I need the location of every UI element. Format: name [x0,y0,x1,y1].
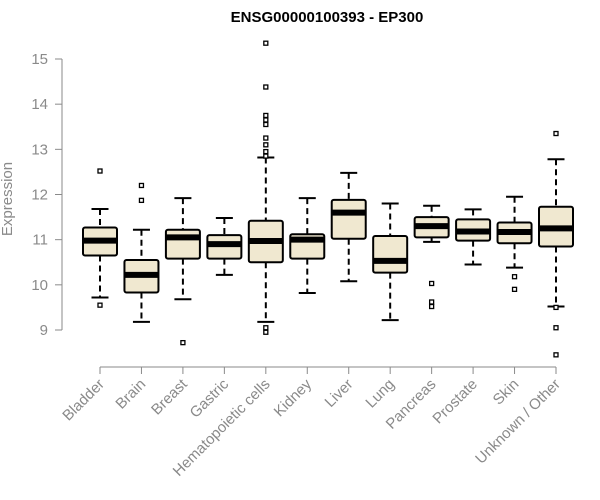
outlier-point [138,182,145,189]
outlier-point [263,117,269,123]
x-tick-label: Prostate [429,376,481,428]
x-tick-label: Brain [112,376,149,413]
y-tick-label: 9 [40,322,48,339]
outlier-point [263,148,269,155]
outlier-point [263,112,269,119]
box-breast [164,197,201,346]
x-tick-label: Breast [148,375,191,418]
outlier-point [263,153,269,159]
box-prostate [455,208,492,266]
outlier-point [553,352,559,358]
outlier-point [138,197,145,204]
box-unknown-other [538,130,574,358]
x-tick-label: Liver [322,376,357,411]
x-tick-label: Lung [362,376,398,412]
box-iqr [164,228,201,260]
outlier-point [97,302,103,308]
y-tick-label: 12 [31,187,48,204]
outlier-point [553,130,559,137]
box-gastric [206,216,243,276]
box-brain [123,182,160,323]
y-tick-label: 11 [32,232,48,249]
x-tick-label: Bladder [59,376,108,425]
plot-area [82,40,574,358]
y-tick-label: 15 [31,51,48,68]
box-pancreas [413,204,450,310]
box-bladder [82,168,118,308]
box-iqr [372,235,409,274]
outlier-point [263,325,269,331]
outlier-point [263,329,269,335]
outlier-point [263,84,269,90]
y-tick-label: 13 [31,141,48,158]
x-tick-label: Skin [490,376,523,409]
y-tick-label: 10 [31,277,48,294]
outlier-point [263,135,269,141]
box-liver [330,171,367,283]
outlier-point [428,303,435,310]
outlier-point [97,168,103,174]
box-kidney [289,197,326,294]
y-axis: 9 10 11 12 13 14 15 [31,51,63,339]
outlier-point [180,339,186,346]
outlier-point [263,121,269,128]
box-hematopoietic-cells [247,40,284,335]
x-tick-label: Kidney [271,375,316,420]
outlier-point [511,274,518,280]
outlier-point [263,40,269,46]
chart-title: ENSG00000100393 - EP300 [231,9,424,26]
box-skin [496,195,533,293]
outlier-point [263,142,269,148]
outlier-point [553,325,559,331]
box-lung [372,202,409,322]
box-iqr [330,198,367,240]
y-axis-title: Expression [0,162,16,236]
outlier-point [428,299,435,305]
outlier-point [511,286,518,293]
outlier-point [553,304,559,311]
y-tick-label: 14 [31,96,48,113]
outlier-point [428,280,435,287]
